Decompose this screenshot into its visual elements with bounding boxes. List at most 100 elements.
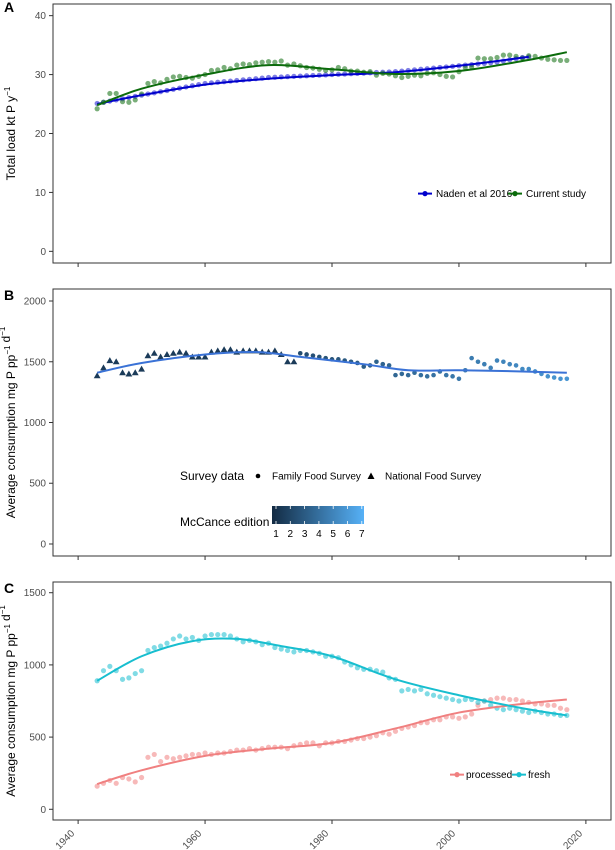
data-point [170,74,176,80]
data-point [488,56,494,62]
data-point [151,751,157,758]
data-point [513,707,519,713]
legend-label-family-food-survey: Family Food Survey [272,472,361,483]
data-point-triangle [227,346,234,353]
data-point-circle [551,375,557,380]
colorbar-tick-label: 4 [316,529,322,540]
data-point-triangle [290,358,298,365]
data-point [386,731,392,737]
data-point [170,756,176,762]
data-point [380,669,386,675]
data-point-triangle [157,353,165,360]
series-family-food-survey [297,350,570,382]
data-point-triangle [106,357,114,364]
colorbar-tick-label: 6 [345,529,351,540]
data-point [564,712,570,719]
data-point [424,691,430,697]
data-point [208,631,215,638]
data-point [418,686,424,693]
data-point [151,644,157,651]
data-point [469,64,475,70]
data-point-triangle [195,353,203,360]
x-tick-label: 1960 [181,828,205,850]
legend-label: fresh [528,770,550,781]
data-point [189,634,195,641]
data-point-triangle [125,370,133,377]
y-tick-label: 2000 [24,297,47,308]
data-point [158,759,164,765]
data-point-circle [520,366,525,372]
data-point [183,636,189,642]
data-point [265,59,272,65]
data-point [170,636,176,642]
panel-label: A [4,0,14,15]
legend: Survey data Family Food Survey National Fo… [180,469,481,540]
data-point [304,740,310,746]
data-point [126,675,132,681]
y-tick-label: 500 [29,733,46,744]
data-point [449,74,456,80]
data-point-circle [431,372,436,378]
legend-label-national-food-survey: National Food Survey [385,472,481,483]
legend-title-survey: Survey data [180,469,244,483]
data-point [132,779,138,785]
data-point [392,728,399,734]
data-point-triangle [93,372,101,379]
legend-key-point [454,772,460,778]
data-point-circle [545,374,551,379]
data-point [189,751,195,758]
data-point-circle [501,359,506,365]
data-point [177,754,183,760]
data-point [500,52,506,58]
data-point-triangle [150,349,158,356]
y-tick-label: 10 [35,188,47,199]
colorbar-tick-label: 5 [330,529,336,540]
trend-line-current-study [96,51,568,107]
data-point-circle [399,371,405,377]
data-point-circle [469,355,474,361]
data-point [113,780,119,786]
data-point [234,62,240,68]
data-point [462,714,468,720]
y-tick-label: 30 [35,70,47,81]
data-point-triangle [100,364,107,371]
data-point [145,647,151,654]
data-point [202,633,208,639]
data-point [145,754,151,760]
legend: processed fresh [450,770,550,781]
data-point-circle [380,361,386,367]
data-point-circle [443,372,449,378]
legend-key-point [422,191,428,197]
data-point [126,99,132,105]
data-point [456,698,462,704]
colorbar [272,506,364,524]
data-point-triangle [138,365,145,372]
data-point [500,707,506,713]
x-tick-label: 1940 [54,828,78,850]
y-axis-title: Average consumption mg P pp−1d−1 [0,605,18,797]
data-point-triangle [163,351,171,358]
y-tick-label: 40 [35,11,47,22]
data-point [405,73,411,79]
data-point [126,776,132,782]
data-point-circle [361,364,367,369]
panel-b-average-consumption: B 0 500 1000 1500 2000 Average consumption mg … [0,287,612,560]
data-point [399,74,405,81]
data-point-circle [304,352,309,357]
data-point [164,754,170,760]
data-point-circle [494,358,500,363]
data-point [469,711,475,717]
legend-title-mccance: McCance edition [180,515,269,529]
series-national-food-survey [93,346,298,379]
y-tick-label: 1500 [24,357,47,368]
y-tick-label: 500 [29,479,46,490]
panel-a-total-load: A 0 10 20 30 40 Total load kt P y−1 Naden et al… [3,0,612,267]
data-point [132,97,138,103]
data-point [132,670,138,677]
panel-c-processed-vs-fresh: C 0 500 1000 1500 1940 1960 1980 2000 2020 Average… [0,580,612,850]
legend-item-processed: processed [450,770,512,781]
data-point [475,55,481,61]
panel-label: C [4,580,14,596]
data-point [183,753,189,759]
